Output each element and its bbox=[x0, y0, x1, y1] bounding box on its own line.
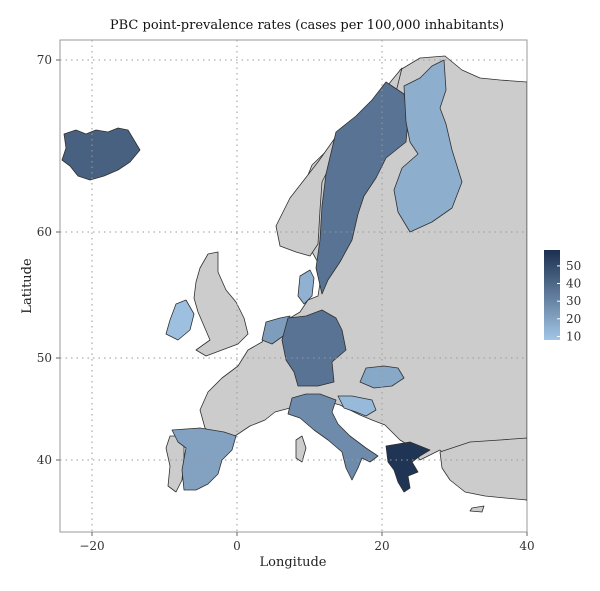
chart-title: PBC point-prevalence rates (cases per 10… bbox=[110, 18, 504, 33]
region-denmark bbox=[297, 269, 315, 305]
region-croatia bbox=[337, 395, 377, 417]
x-axis: −20 0 20 40 bbox=[79, 532, 535, 553]
region-anatolia bbox=[439, 437, 527, 501]
y-tick-label: 60 bbox=[37, 225, 52, 239]
x-axis-title: Longitude bbox=[260, 555, 327, 570]
colorbar-legend: 10 20 30 40 50 bbox=[544, 250, 581, 343]
colorbar-tick-label: 20 bbox=[566, 312, 581, 326]
region-great-britain bbox=[193, 251, 249, 357]
x-tick-label: 20 bbox=[374, 539, 389, 553]
colorbar-tick-label: 50 bbox=[566, 259, 581, 273]
x-tick-label: −20 bbox=[79, 539, 104, 553]
region-spain bbox=[171, 427, 237, 491]
y-axis: 40 50 60 70 bbox=[37, 53, 60, 467]
region-germany bbox=[281, 309, 347, 387]
colorbar-tick-label: 10 bbox=[566, 329, 581, 343]
y-tick-label: 70 bbox=[37, 53, 52, 67]
y-axis-title: Latitude bbox=[20, 258, 35, 314]
y-tick-label: 40 bbox=[37, 453, 52, 467]
colorbar-gradient bbox=[544, 250, 560, 340]
region-hungary bbox=[359, 365, 405, 389]
x-tick-label: 0 bbox=[233, 539, 241, 553]
region-sardinia bbox=[295, 435, 307, 463]
y-tick-label: 50 bbox=[37, 351, 52, 365]
region-iceland bbox=[61, 127, 141, 181]
region-greece bbox=[385, 441, 431, 493]
gridlines bbox=[60, 40, 527, 532]
colorbar-tick-label: 40 bbox=[566, 277, 581, 291]
region-sweden bbox=[315, 81, 409, 295]
region-ireland bbox=[165, 299, 195, 341]
region-finland bbox=[393, 59, 463, 233]
region-crete bbox=[469, 505, 485, 513]
x-tick-label: 40 bbox=[519, 539, 534, 553]
map-layer bbox=[61, 55, 527, 513]
colorbar-tick-label: 30 bbox=[566, 294, 581, 308]
region-italy bbox=[287, 393, 379, 481]
